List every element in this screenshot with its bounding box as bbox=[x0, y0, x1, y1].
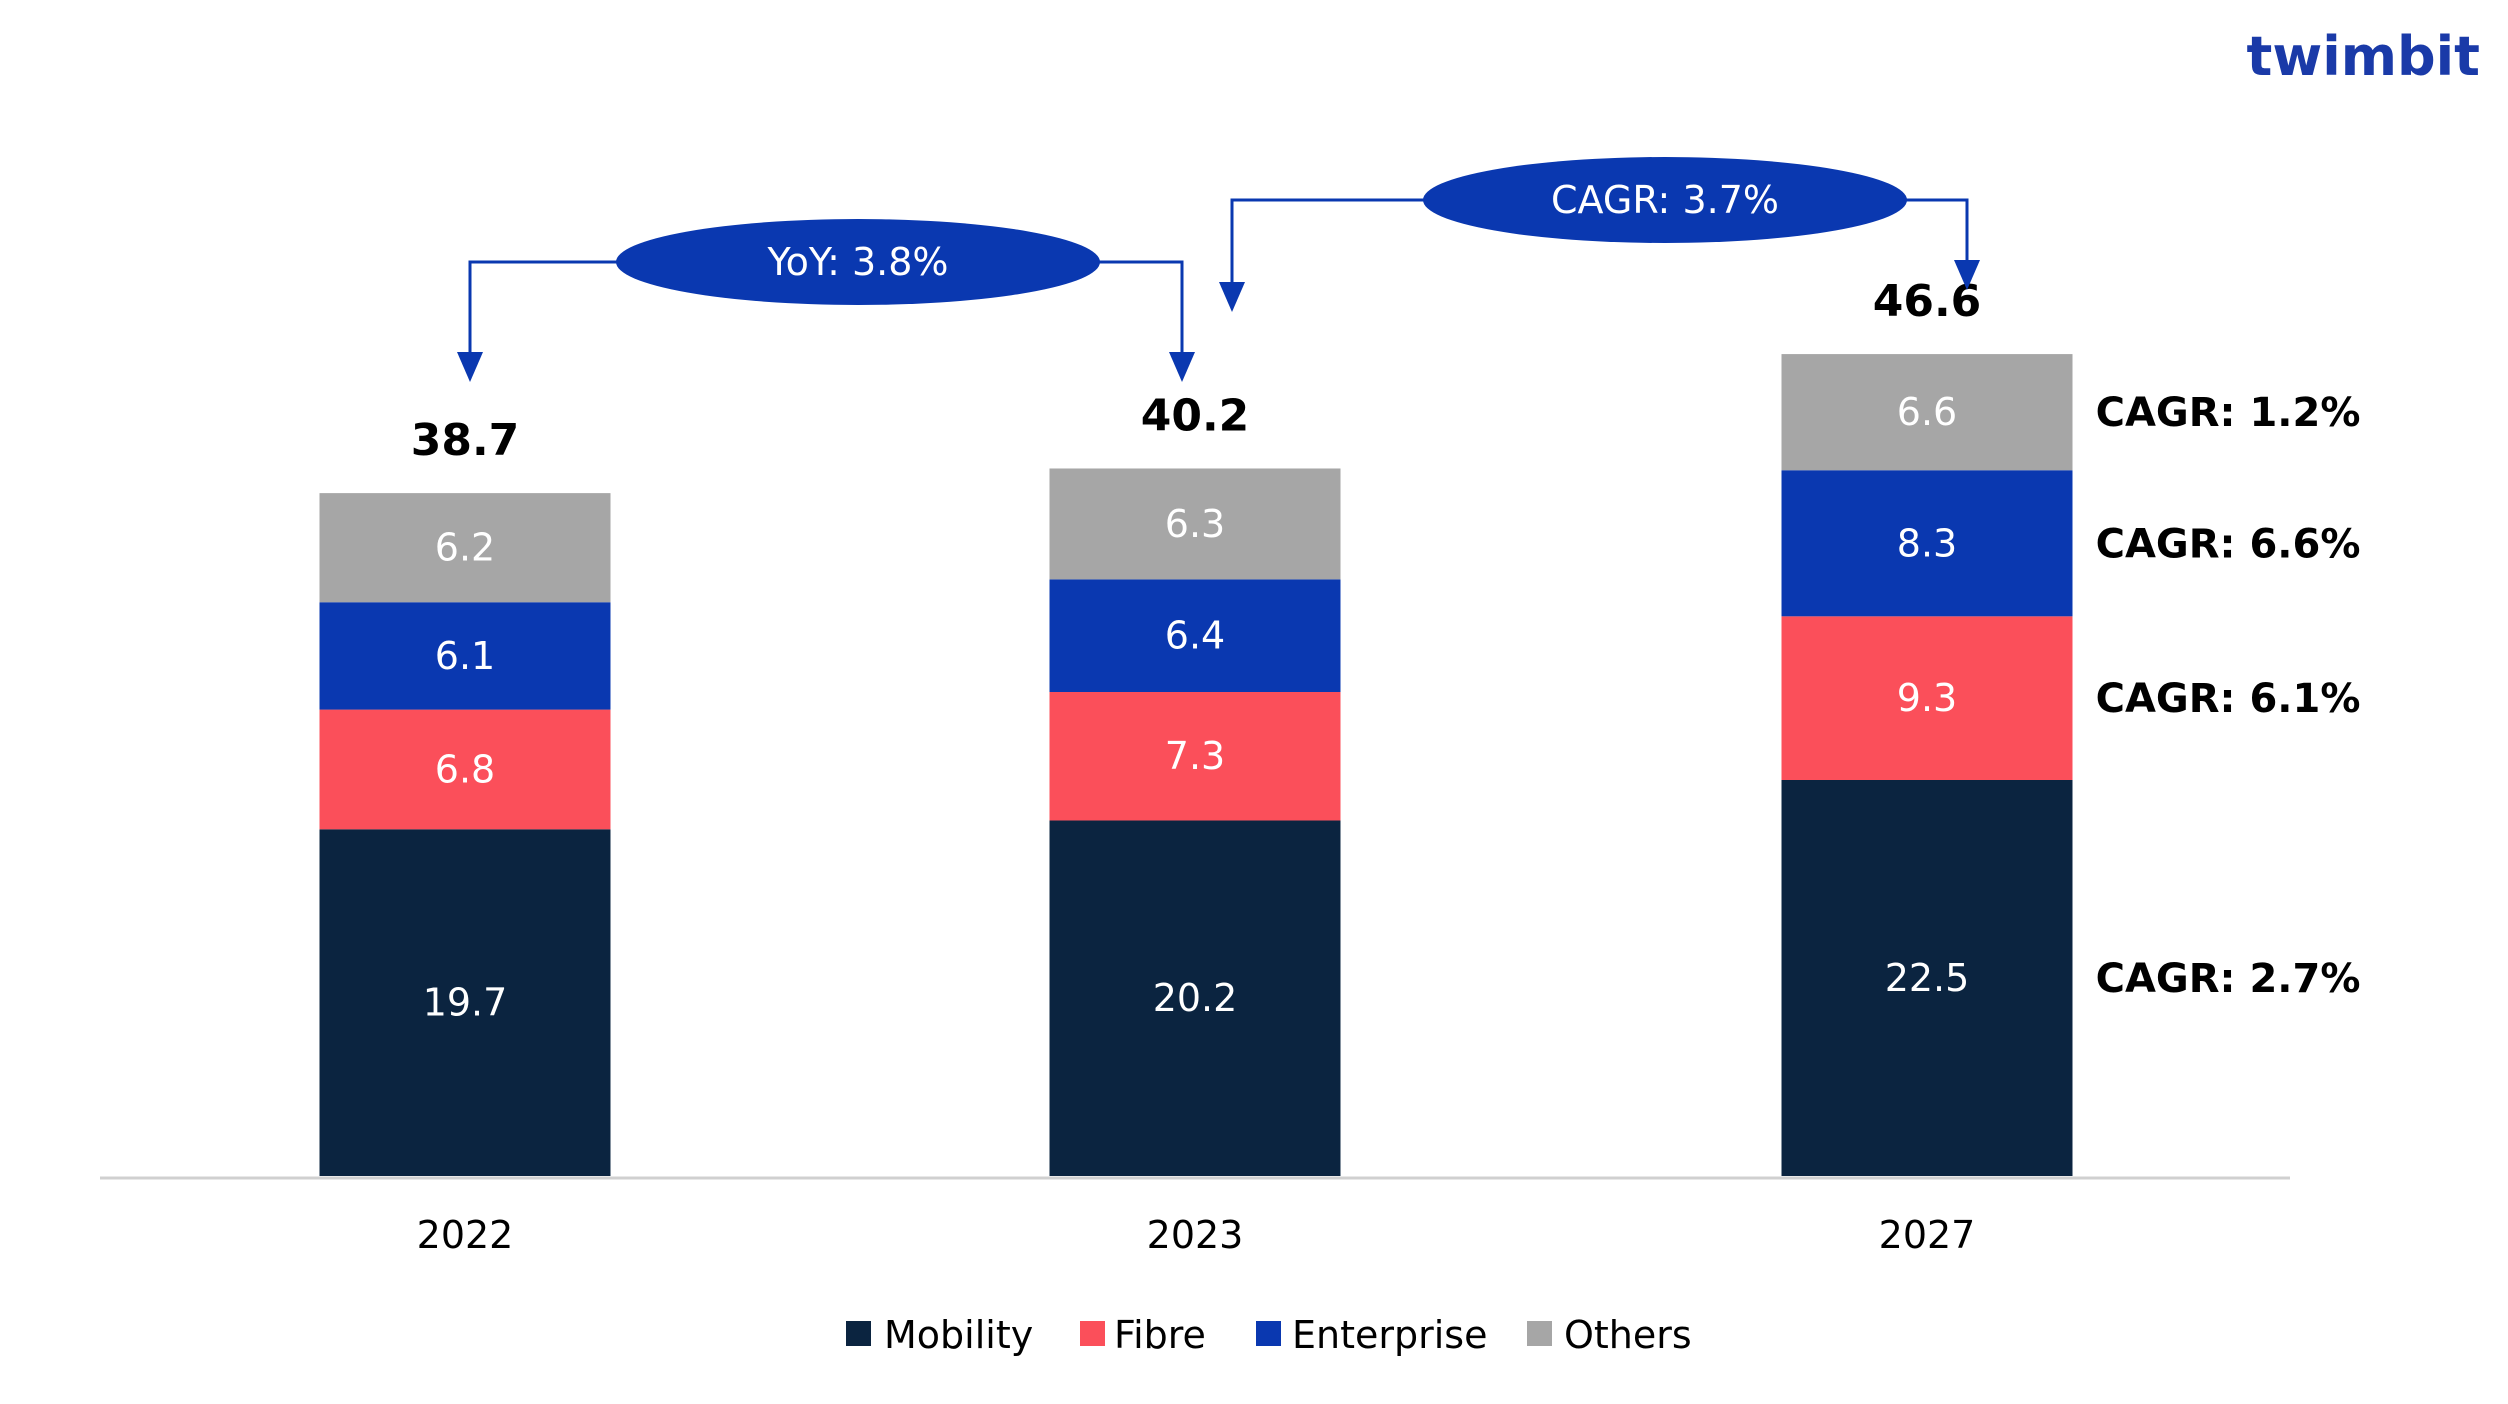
callout-text-cagr-3-7: CAGR: 3.7% bbox=[1551, 178, 1779, 222]
bar-mobility-2022 bbox=[319, 829, 611, 1176]
data-label-enterprise-2023: 6.4 bbox=[1165, 614, 1225, 658]
x-tick-2027: 2027 bbox=[1879, 1213, 1976, 1257]
total-label-2027: 46.6 bbox=[1873, 276, 1982, 327]
data-label-enterprise-2022: 6.1 bbox=[435, 634, 495, 678]
cagr-label-enterprise: CAGR: 6.6% bbox=[2096, 521, 2361, 567]
bar-fibre-2027 bbox=[1781, 616, 2073, 780]
legend-label-fibre: Fibre bbox=[1114, 1313, 1206, 1357]
data-label-others-2023: 6.3 bbox=[1165, 502, 1225, 546]
callout-arrow-left-cagr-3-7 bbox=[1219, 282, 1245, 312]
data-label-enterprise-2027: 8.3 bbox=[1897, 521, 1957, 565]
data-label-fibre-2023: 7.3 bbox=[1165, 734, 1225, 778]
legend-swatch-enterprise bbox=[1256, 1321, 1281, 1346]
data-label-fibre-2022: 6.8 bbox=[435, 747, 495, 791]
total-label-2023: 40.2 bbox=[1141, 390, 1250, 441]
series-cagr-labels: CAGR: 2.7% CAGR: 6.1% CAGR: 6.6% CAGR: 1.2% bbox=[2096, 390, 2361, 1002]
bars-group: 19.7 6.8 6.1 6.2 38.7 20.2 7.3 6.4 6.3 40.2 22.5 9.… bbox=[319, 276, 2073, 1176]
data-label-others-2022: 6.2 bbox=[435, 526, 495, 570]
callout-arrow-left-yoy-3-8 bbox=[457, 352, 483, 382]
data-label-mobility-2023: 20.2 bbox=[1153, 976, 1238, 1020]
bar-mobility-2023 bbox=[1049, 820, 1341, 1176]
x-axis-ticks: 2022 2023 2027 bbox=[417, 1213, 1976, 1257]
bar-enterprise-2023 bbox=[1049, 579, 1341, 692]
bar-enterprise-2022 bbox=[319, 602, 611, 710]
legend: Mobility Fibre Enterprise Others bbox=[846, 1313, 1692, 1357]
data-label-fibre-2027: 9.3 bbox=[1897, 676, 1957, 720]
callout-arrow-right-cagr-3-7 bbox=[1954, 260, 1980, 290]
growth-callouts: YoY: 3.8% CAGR: 3.7% bbox=[457, 157, 1980, 382]
callout-bubble-yoy-3-8 bbox=[616, 219, 1100, 305]
legend-label-enterprise: Enterprise bbox=[1292, 1313, 1487, 1357]
legend-swatch-others bbox=[1527, 1321, 1552, 1346]
logo-text: twimbit bbox=[2247, 25, 2480, 88]
x-tick-2022: 2022 bbox=[417, 1213, 514, 1257]
twimbit-logo: twimbit bbox=[2247, 25, 2480, 88]
total-label-2022: 38.7 bbox=[411, 415, 520, 466]
legend-label-mobility: Mobility bbox=[884, 1313, 1033, 1357]
bar-fibre-2022 bbox=[319, 709, 611, 830]
bar-fibre-2023 bbox=[1049, 692, 1341, 821]
legend-label-others: Others bbox=[1564, 1313, 1692, 1357]
callout-bubble-cagr-3-7 bbox=[1423, 157, 1907, 243]
bar-mobility-2027 bbox=[1781, 780, 2073, 1176]
data-label-others-2027: 6.6 bbox=[1897, 390, 1957, 434]
cagr-label-mobility: CAGR: 2.7% bbox=[2096, 956, 2361, 1002]
cagr-label-others: CAGR: 1.2% bbox=[2096, 390, 2361, 436]
callout-arrow-right-yoy-3-8 bbox=[1169, 352, 1195, 382]
bar-others-2023 bbox=[1049, 468, 1341, 580]
x-tick-2023: 2023 bbox=[1147, 1213, 1244, 1257]
data-label-mobility-2027: 22.5 bbox=[1885, 956, 1970, 1000]
callout-text-yoy-3-8: YoY: 3.8% bbox=[766, 240, 948, 284]
legend-swatch-fibre bbox=[1080, 1321, 1105, 1346]
legend-swatch-mobility bbox=[846, 1321, 871, 1346]
bar-others-2022 bbox=[319, 493, 611, 603]
cagr-label-fibre: CAGR: 6.1% bbox=[2096, 676, 2361, 722]
bar-others-2027 bbox=[1781, 354, 2073, 471]
bar-enterprise-2027 bbox=[1781, 470, 2073, 617]
data-label-mobility-2022: 19.7 bbox=[423, 981, 508, 1025]
